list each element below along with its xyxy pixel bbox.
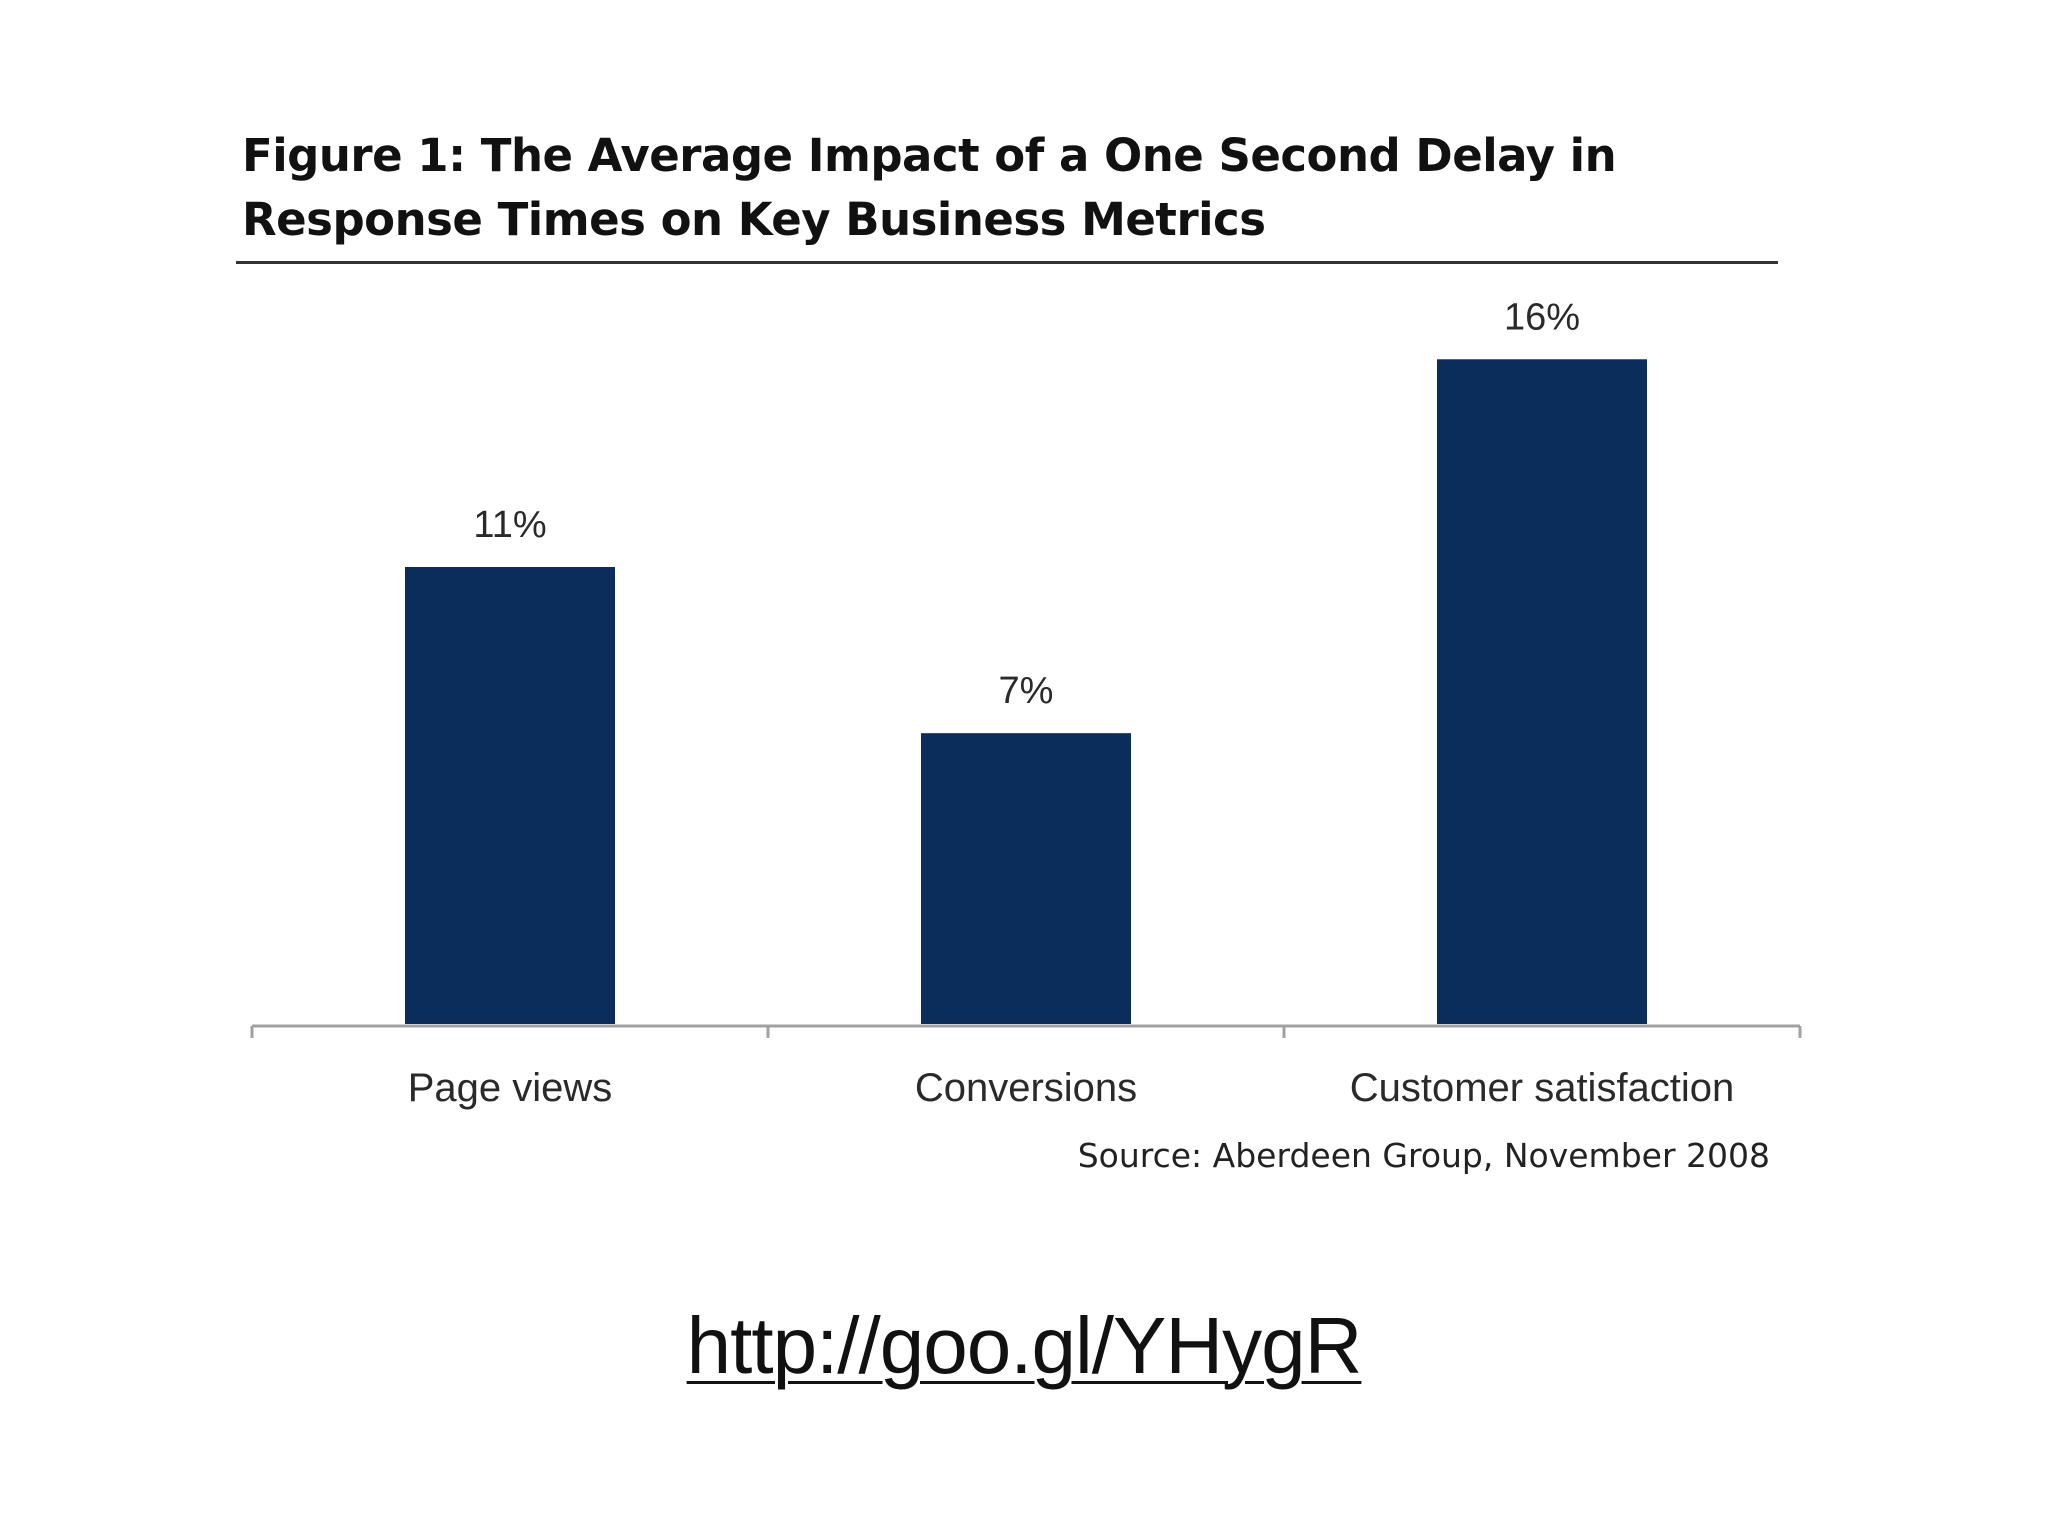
labels-layer: 11% Page views 7% Conversions 16% Customer sa… <box>408 296 1735 1110</box>
bar-conversions <box>921 733 1131 1024</box>
slide-link[interactable]: http://goo.gl/YHygR <box>686 1301 1363 1390</box>
x-tick-label: Page views <box>408 1066 613 1110</box>
chart-title: Figure 1: The Average Impact of a One Se… <box>242 129 1617 246</box>
data-label: 11% <box>473 504 546 546</box>
data-label: 7% <box>999 670 1054 712</box>
x-axis <box>250 1024 1802 1038</box>
source-note: Source: Aberdeen Group, November 2008 <box>1077 1136 1770 1175</box>
x-tick-label: Conversions <box>915 1066 1137 1110</box>
data-label: 16% <box>1504 296 1580 338</box>
title-divider <box>236 261 1778 264</box>
bar-customer-satisfaction <box>1437 359 1647 1025</box>
bar-page-views <box>405 567 615 1024</box>
x-tick-label: Customer satisfaction <box>1350 1066 1735 1110</box>
bars-layer <box>405 359 1647 1025</box>
